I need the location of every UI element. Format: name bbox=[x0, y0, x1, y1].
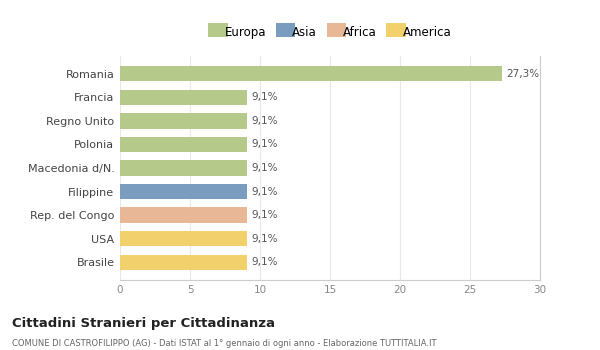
Bar bbox=[120, 66, 502, 82]
Text: 9,1%: 9,1% bbox=[251, 139, 278, 149]
Bar bbox=[120, 160, 247, 176]
Bar bbox=[120, 113, 247, 128]
Text: 9,1%: 9,1% bbox=[251, 92, 278, 102]
Legend: Europa, Asia, Africa, America: Europa, Asia, Africa, America bbox=[203, 22, 457, 44]
Bar bbox=[120, 231, 247, 246]
Text: 9,1%: 9,1% bbox=[251, 257, 278, 267]
Text: 9,1%: 9,1% bbox=[251, 210, 278, 220]
Text: COMUNE DI CASTROFILIPPO (AG) - Dati ISTAT al 1° gennaio di ogni anno - Elaborazi: COMUNE DI CASTROFILIPPO (AG) - Dati ISTA… bbox=[12, 340, 437, 349]
Text: Cittadini Stranieri per Cittadinanza: Cittadini Stranieri per Cittadinanza bbox=[12, 317, 275, 330]
Bar bbox=[120, 208, 247, 223]
Bar bbox=[120, 90, 247, 105]
Text: 9,1%: 9,1% bbox=[251, 163, 278, 173]
Text: 9,1%: 9,1% bbox=[251, 234, 278, 244]
Text: 9,1%: 9,1% bbox=[251, 187, 278, 197]
Bar bbox=[120, 254, 247, 270]
Bar bbox=[120, 184, 247, 199]
Bar bbox=[120, 137, 247, 152]
Text: 9,1%: 9,1% bbox=[251, 116, 278, 126]
Text: 27,3%: 27,3% bbox=[506, 69, 539, 79]
